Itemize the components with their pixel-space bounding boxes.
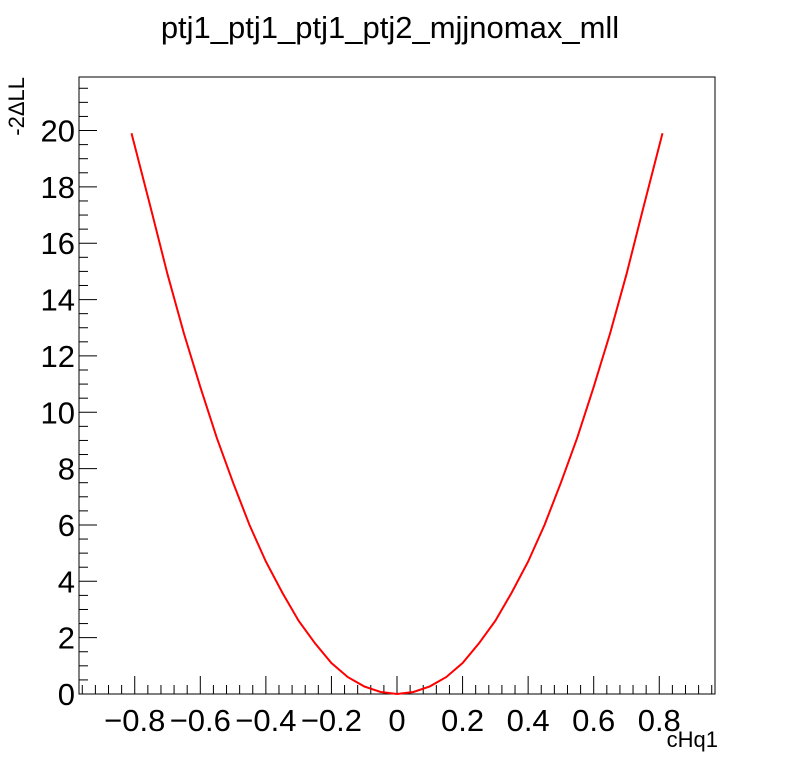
- y-tick-label: 8: [58, 452, 75, 487]
- y-tick-label: 6: [58, 508, 75, 543]
- x-axis-label: cHq1: [667, 727, 718, 752]
- plot-frame: [78, 76, 716, 695]
- x-tick-label: −0.4: [235, 703, 296, 738]
- x-tick-label: −0.6: [170, 703, 231, 738]
- y-tick-label: 2: [58, 621, 75, 656]
- y-axis-tick-labels: 0 2 4 6 8 10 12 14 16 18 20: [41, 114, 75, 712]
- x-axis-tick-labels: −0.8 −0.6 −0.4 −0.2 0 0.2 0.4 0.6 0.8: [104, 703, 681, 738]
- y-tick-label: 18: [41, 170, 75, 205]
- likelihood-curve: [130, 133, 664, 696]
- y-tick-label: 16: [41, 226, 75, 261]
- y-tick-label: 4: [58, 564, 75, 599]
- y-axis-label: -2ΔLL: [4, 77, 29, 136]
- x-tick-label: 0.4: [507, 703, 550, 738]
- x-tick-label: −0.2: [301, 703, 362, 738]
- chart-title: ptj1_ptj1_ptj1_ptj2_mjjnomax_mll: [161, 10, 619, 45]
- x-tick-label: 0: [388, 703, 405, 738]
- y-axis-ticks: [79, 87, 97, 695]
- y-tick-label: 12: [41, 339, 75, 374]
- y-tick-label: 0: [58, 677, 75, 712]
- x-axis-ticks: [81, 676, 713, 694]
- x-tick-label: −0.8: [104, 703, 165, 738]
- y-tick-label: 20: [41, 114, 75, 149]
- x-tick-label: 0.8: [638, 703, 681, 738]
- y-tick-label: 14: [41, 283, 75, 318]
- x-tick-label: 0.2: [441, 703, 484, 738]
- y-tick-label: 10: [41, 395, 75, 430]
- x-tick-label: 0.6: [572, 703, 615, 738]
